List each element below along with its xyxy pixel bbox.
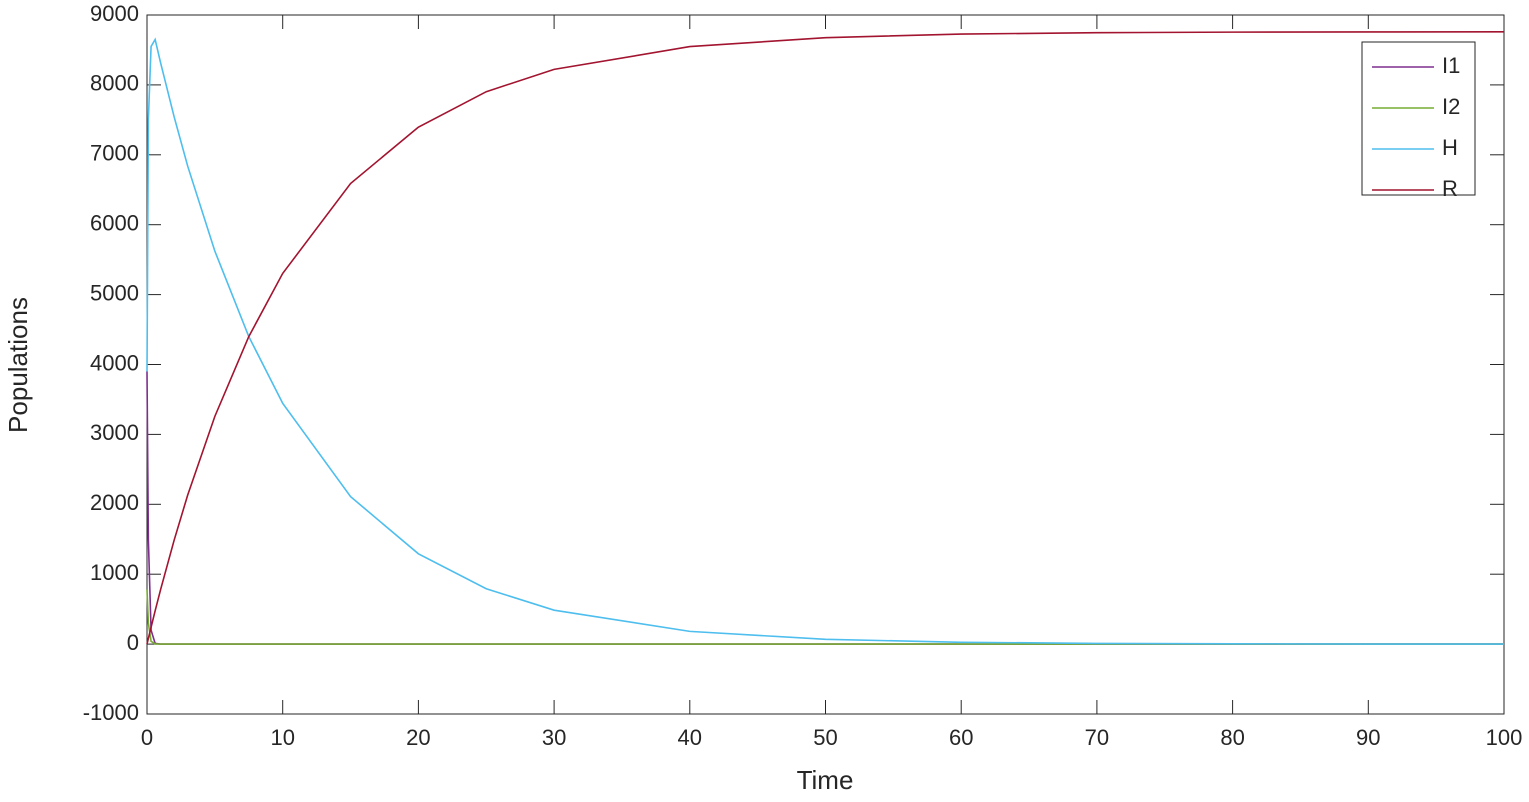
y-tick-label: 3000 — [90, 420, 139, 445]
y-tick-label: 0 — [127, 630, 139, 655]
y-tick-label: 4000 — [90, 350, 139, 375]
x-tick-label: 100 — [1486, 725, 1523, 750]
x-tick-label: 90 — [1356, 725, 1380, 750]
y-tick-label: 2000 — [90, 490, 139, 515]
x-tick-label: 20 — [406, 725, 430, 750]
x-tick-label: 80 — [1220, 725, 1244, 750]
y-tick-label: 5000 — [90, 280, 139, 305]
y-tick-label: 7000 — [90, 141, 139, 166]
legend-label: R — [1442, 176, 1458, 201]
x-tick-label: 50 — [813, 725, 837, 750]
series-line — [146, 31, 1505, 645]
plot-area — [146, 14, 1505, 715]
y-tick-label: 8000 — [90, 71, 139, 96]
x-axis-label: Time — [797, 765, 854, 795]
x-tick-label: 60 — [949, 725, 973, 750]
legend-label: H — [1442, 135, 1458, 160]
x-tick-label: 30 — [542, 725, 566, 750]
y-tick-label: 6000 — [90, 211, 139, 236]
x-tick-label: 0 — [141, 725, 153, 750]
series-line — [146, 37, 1505, 645]
legend-label: I1 — [1442, 53, 1460, 78]
x-tick-label: 40 — [678, 725, 702, 750]
legend-label: I2 — [1442, 94, 1460, 119]
y-axis-label: Populations — [3, 297, 33, 433]
y-tick-label: 1000 — [90, 560, 139, 585]
x-tick-label: 10 — [270, 725, 294, 750]
x-tick-label: 70 — [1085, 725, 1109, 750]
y-tick-label: 9000 — [90, 1, 139, 26]
y-tick-label: -1000 — [83, 700, 139, 725]
series-line — [146, 589, 1504, 645]
